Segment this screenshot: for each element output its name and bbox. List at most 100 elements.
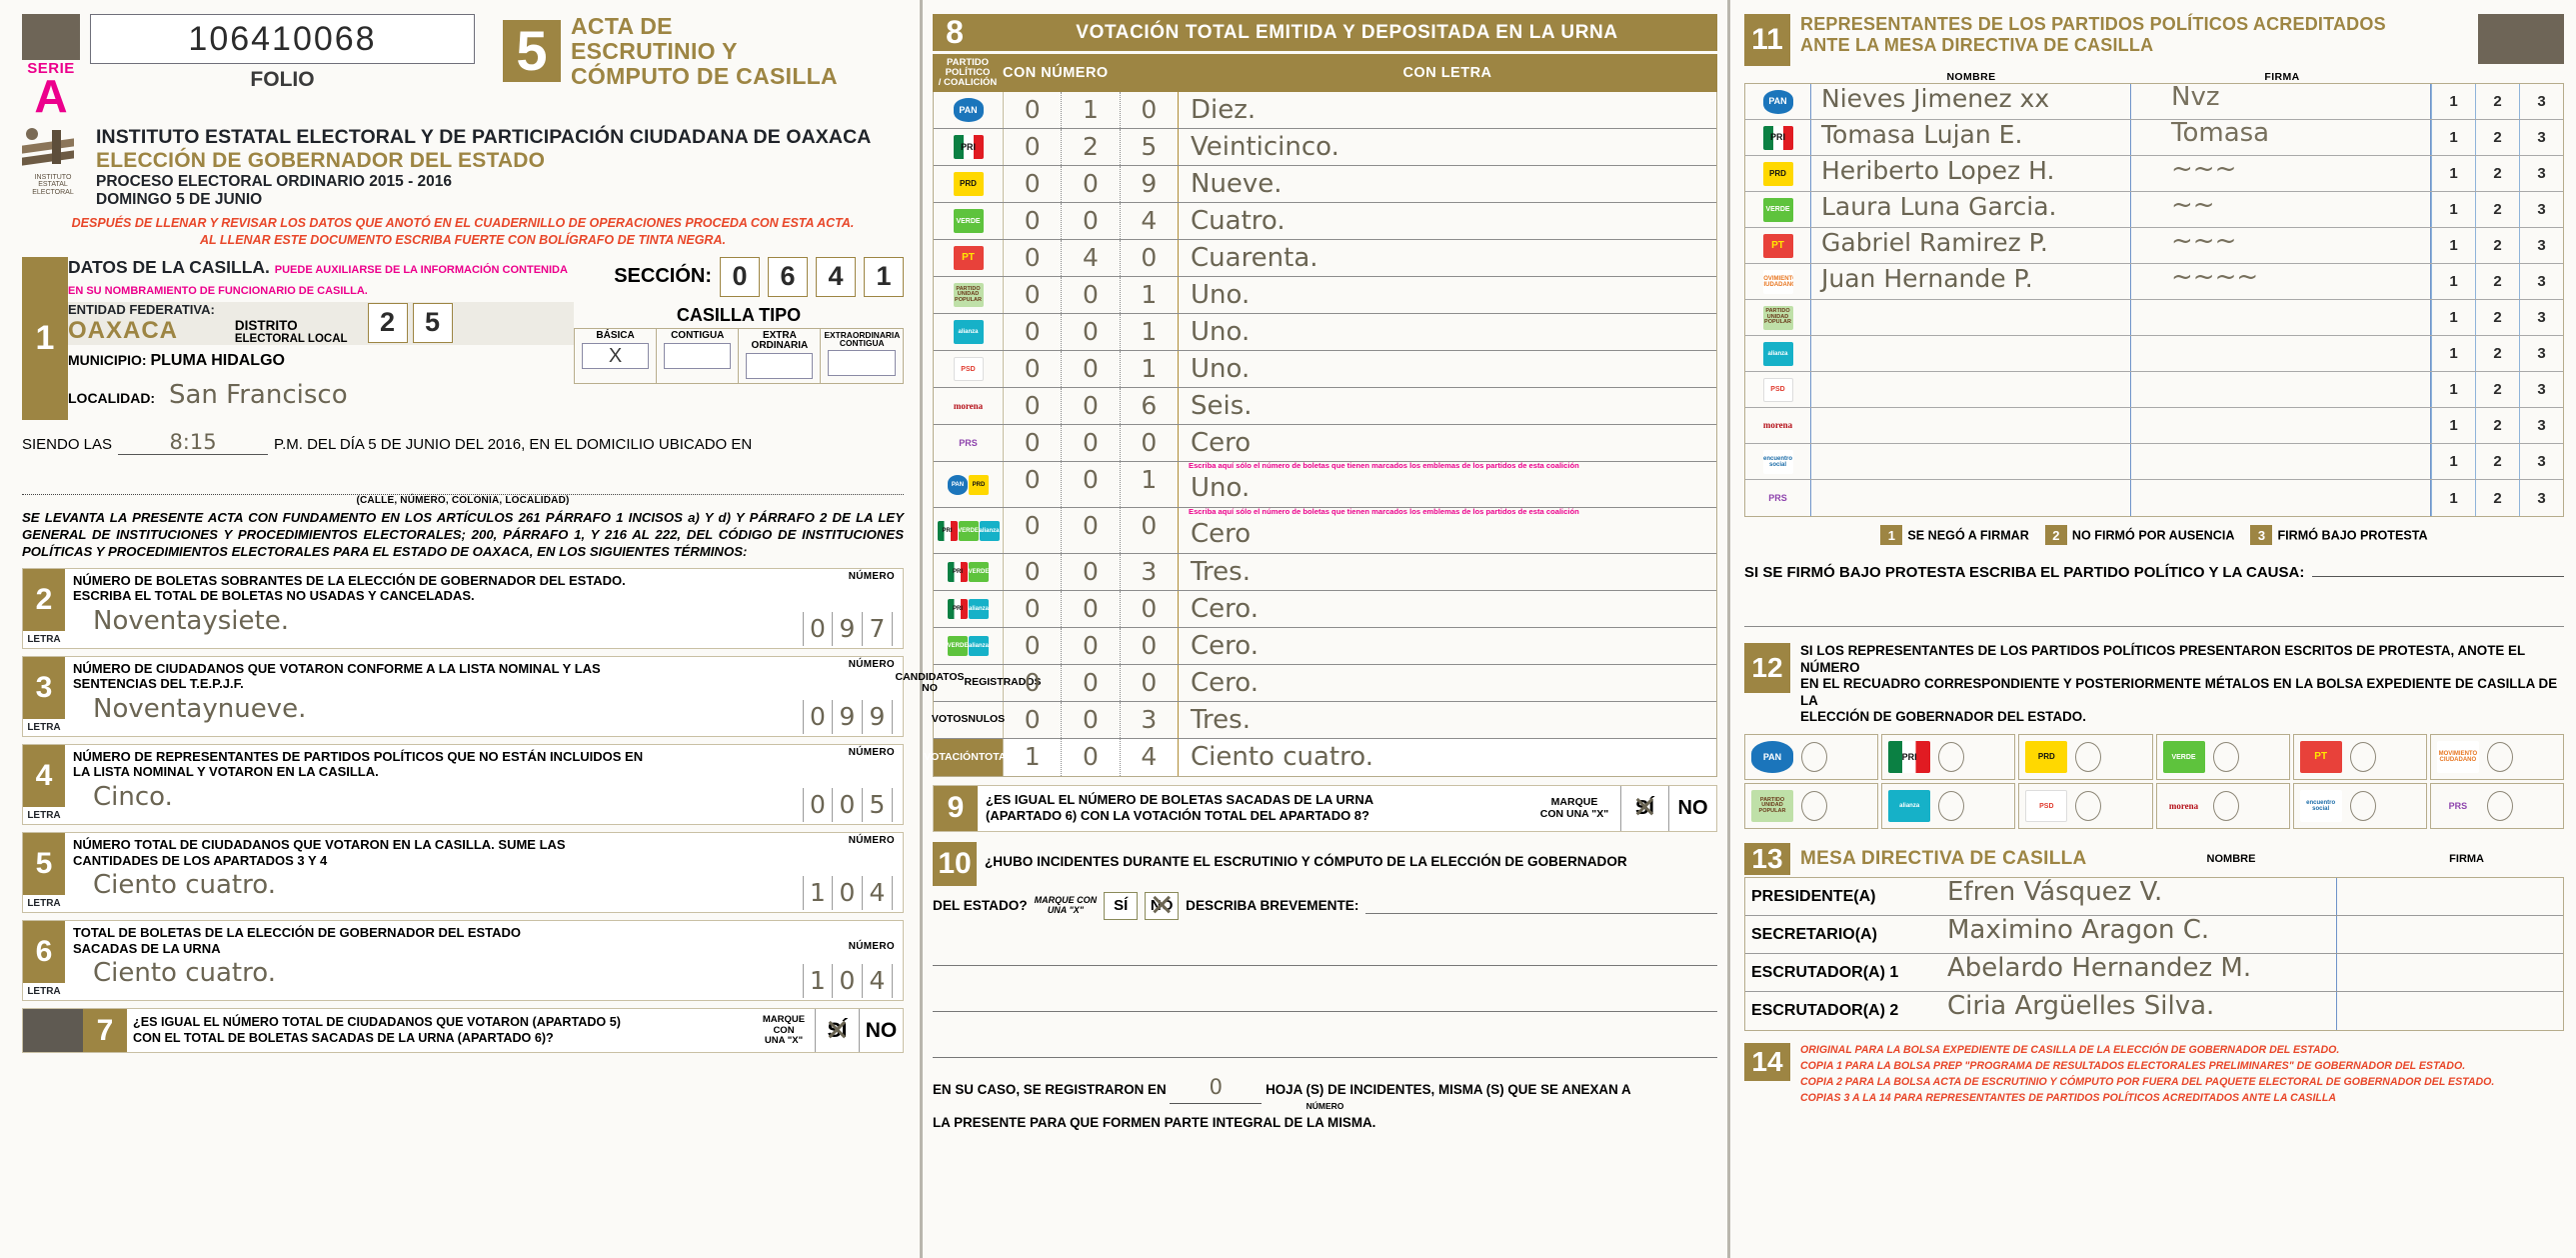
vote-digit-1[interactable]: 0: [1004, 314, 1063, 350]
section-2-digit-2[interactable]: 9: [833, 611, 863, 646]
vote-digit-2[interactable]: 0: [1062, 351, 1121, 387]
representative-option-1[interactable]: 1: [2431, 444, 2475, 479]
vote-digit-2[interactable]: 0: [1062, 665, 1121, 701]
protest-count-input[interactable]: [1801, 742, 1827, 773]
representative-signature[interactable]: [2131, 444, 2431, 479]
vote-digit-3[interactable]: 0: [1141, 668, 1158, 697]
vote-letter-value[interactable]: Cuarenta.: [1191, 243, 1318, 273]
section-3-digit-2[interactable]: 9: [833, 699, 863, 734]
vote-letter-value[interactable]: Nueve.: [1191, 169, 1283, 199]
section-3-digit-3[interactable]: 9: [863, 699, 893, 734]
representative-option-3[interactable]: 3: [2519, 336, 2563, 371]
vote-row-letter[interactable]: Nueve.: [1179, 166, 1716, 202]
vote-digit-2[interactable]: 0: [1062, 203, 1121, 239]
section-6-digits[interactable]: 1 0 4: [803, 964, 893, 999]
vote-row-letter[interactable]: Seis.: [1179, 388, 1716, 424]
section-3-digit-1[interactable]: 0: [803, 699, 833, 734]
vote-letter-value[interactable]: Uno.: [1191, 317, 1251, 347]
section-10-yes[interactable]: SÍ: [1104, 891, 1139, 920]
vote-digit-3[interactable]: 0: [1141, 95, 1158, 124]
representative-option-1[interactable]: 1: [2431, 120, 2475, 155]
vote-digit-1[interactable]: 0: [1004, 628, 1063, 664]
vote-letter-value[interactable]: Diez.: [1191, 95, 1257, 125]
representative-option-2[interactable]: 2: [2475, 300, 2519, 335]
protest-count-input[interactable]: [2349, 742, 2376, 773]
vote-row-letter[interactable]: Ciento cuatro.: [1179, 739, 1716, 776]
section-4-digit-2[interactable]: 0: [833, 788, 863, 823]
mesa-signature[interactable]: [2337, 916, 2563, 953]
vote-row-letter[interactable]: Cero.: [1179, 591, 1716, 627]
section-4-digits[interactable]: 0 0 5: [803, 788, 893, 823]
vote-digit-2[interactable]: 0: [1062, 591, 1121, 627]
casilla-tipo-extraordinaria[interactable]: EXTRA ORDINARIA: [739, 328, 822, 384]
vote-digit-1[interactable]: 0: [1004, 203, 1063, 239]
representative-signature[interactable]: ~~~: [2131, 226, 2431, 263]
protest-cell-pri[interactable]: PRI: [1881, 734, 2016, 781]
representative-signature[interactable]: ~~: [2131, 190, 2431, 227]
section-5-digits[interactable]: 1 0 4: [803, 876, 893, 911]
vote-digit-1[interactable]: 0: [1004, 92, 1063, 128]
section-4-answer[interactable]: Cinco. 0 0 5: [73, 780, 897, 824]
section-4-answer-letter[interactable]: Cinco.: [93, 782, 173, 813]
representative-signature[interactable]: [2131, 300, 2431, 335]
vote-letter-value[interactable]: Veinticinco.: [1191, 132, 1339, 162]
mesa-signature[interactable]: [2337, 878, 2563, 915]
representative-name-value[interactable]: Tomasa Lujan E.: [1821, 120, 2023, 149]
representative-option-2[interactable]: 2: [2475, 84, 2519, 119]
vote-digit-2[interactable]: 0: [1062, 462, 1121, 507]
mesa-name-value[interactable]: Maximino Aragon C.: [1947, 915, 2210, 946]
vote-letter-value[interactable]: Tres.: [1191, 705, 1251, 735]
vote-digit-2[interactable]: 0: [1062, 166, 1121, 202]
vote-digit-1[interactable]: 0: [1004, 240, 1063, 276]
section-2-digits[interactable]: 0 9 7: [803, 611, 893, 646]
section-10-describe-input[interactable]: [1365, 897, 1717, 914]
vote-digit-3[interactable]: 5: [1141, 132, 1158, 161]
representative-option-1[interactable]: 1: [2431, 264, 2475, 299]
representative-signature[interactable]: [2131, 372, 2431, 407]
representative-option-3[interactable]: 3: [2519, 120, 2563, 155]
section-4-digit-3[interactable]: 5: [863, 788, 893, 823]
representative-option-3[interactable]: 3: [2519, 228, 2563, 263]
representative-signature[interactable]: ~~~: [2131, 154, 2431, 191]
representative-name[interactable]: Juan Hernande P.: [1811, 264, 2131, 299]
section-9-no[interactable]: NO: [1668, 786, 1716, 831]
representative-name-value[interactable]: Gabriel Ramirez P.: [1821, 228, 2048, 257]
protesta-line-2[interactable]: [1744, 581, 2564, 627]
vote-letter-value[interactable]: Ciento cuatro.: [1191, 742, 1373, 772]
section-2-answer[interactable]: Noventaysiete. 0 9 7: [73, 604, 897, 648]
representative-option-3[interactable]: 3: [2519, 408, 2563, 443]
representative-option-2[interactable]: 2: [2475, 228, 2519, 263]
vote-letter-value[interactable]: Cero.: [1191, 594, 1259, 624]
mesa-signature[interactable]: [2337, 954, 2563, 991]
protest-cell-es[interactable]: encuentro social: [2292, 783, 2427, 830]
vote-row-letter[interactable]: Veinticinco.: [1179, 129, 1716, 165]
mesa-name-value[interactable]: Efren Vásquez V.: [1947, 877, 2163, 908]
representative-name[interactable]: Nieves Jimenez xx: [1811, 84, 2131, 119]
representative-option-2[interactable]: 2: [2475, 120, 2519, 155]
representative-signature[interactable]: [2131, 408, 2431, 443]
protest-cell-na[interactable]: alianza: [1881, 783, 2016, 830]
vote-digit-1[interactable]: 0: [1004, 462, 1063, 507]
encaso-value[interactable]: 0: [1170, 1072, 1263, 1104]
vote-digit-3[interactable]: 0: [1141, 428, 1158, 457]
vote-letter-value[interactable]: Cero: [1191, 519, 1252, 549]
representative-signature[interactable]: Nvz: [2131, 82, 2431, 119]
vote-digit-3[interactable]: 9: [1141, 169, 1158, 198]
section-10-no[interactable]: NO ✕: [1145, 888, 1180, 923]
mesa-name[interactable]: Abelardo Hernandez M.: [1941, 953, 2337, 992]
vote-digit-3[interactable]: 0: [1141, 243, 1158, 272]
protest-count-input[interactable]: [2212, 791, 2239, 822]
mesa-name-value[interactable]: Ciria Argüelles Silva.: [1947, 991, 2215, 1022]
section-10-line-3[interactable]: [933, 972, 1717, 1012]
vote-letter-value[interactable]: Cero.: [1191, 631, 1259, 661]
vote-digit-1[interactable]: 0: [1004, 554, 1063, 590]
representative-name-value[interactable]: Heriberto Lopez H.: [1821, 156, 2055, 185]
protest-cell-psd[interactable]: PSD: [2018, 783, 2153, 830]
